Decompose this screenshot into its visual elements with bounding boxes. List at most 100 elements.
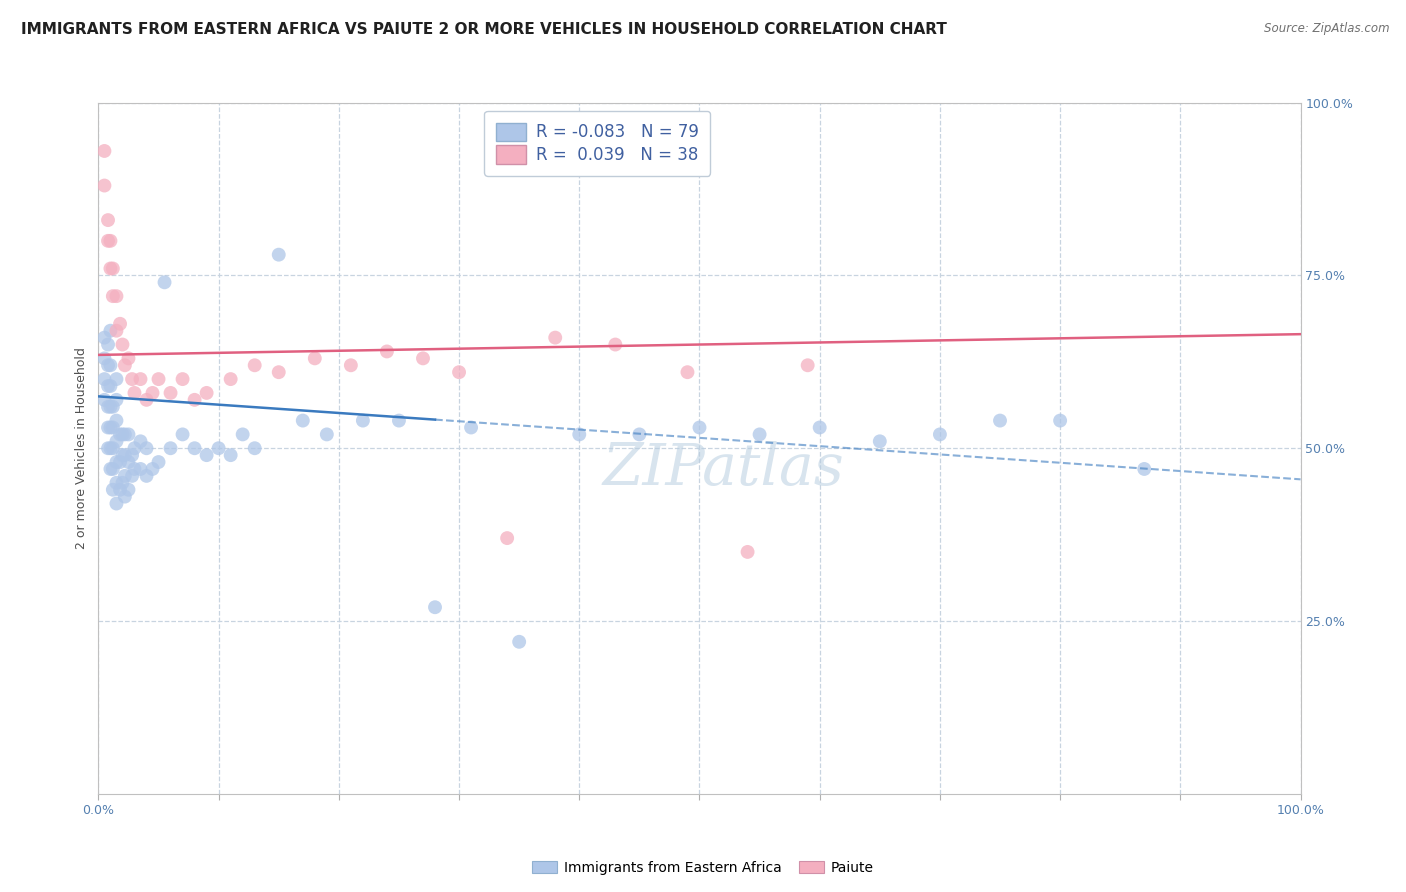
Point bbox=[105, 414, 128, 428]
Y-axis label: 2 or more Vehicles in Household: 2 or more Vehicles in Household bbox=[75, 347, 89, 549]
Point bbox=[100, 234, 122, 248]
Point bbox=[105, 434, 128, 449]
Point bbox=[508, 635, 530, 649]
Point bbox=[114, 427, 136, 442]
Point bbox=[108, 427, 131, 442]
Point bbox=[93, 178, 115, 193]
Point bbox=[423, 600, 446, 615]
Point bbox=[148, 372, 170, 386]
Point bbox=[93, 351, 115, 366]
Point bbox=[101, 289, 124, 303]
Point bbox=[153, 275, 176, 289]
Point bbox=[97, 400, 120, 414]
Point bbox=[135, 392, 157, 407]
Point bbox=[129, 462, 152, 476]
Point bbox=[101, 442, 124, 455]
Point bbox=[121, 448, 143, 462]
Point bbox=[195, 386, 218, 401]
Point bbox=[388, 414, 411, 428]
Point bbox=[105, 475, 128, 490]
Point bbox=[101, 261, 124, 276]
Point bbox=[291, 414, 314, 428]
Point bbox=[105, 455, 128, 469]
Point bbox=[159, 386, 181, 401]
Point bbox=[100, 358, 122, 373]
Point bbox=[101, 462, 124, 476]
Point bbox=[105, 324, 128, 338]
Point bbox=[93, 392, 115, 407]
Point bbox=[100, 379, 122, 393]
Point bbox=[114, 358, 136, 373]
Point bbox=[737, 545, 759, 559]
Point bbox=[105, 289, 128, 303]
Point bbox=[544, 331, 567, 345]
Point bbox=[748, 427, 770, 442]
Point bbox=[232, 427, 254, 442]
Point bbox=[111, 337, 134, 351]
Point bbox=[375, 344, 398, 359]
Point bbox=[219, 372, 242, 386]
Point bbox=[111, 427, 134, 442]
Point bbox=[93, 331, 115, 345]
Point bbox=[114, 469, 136, 483]
Point bbox=[105, 392, 128, 407]
Point bbox=[93, 372, 115, 386]
Legend: R = -0.083   N = 79, R =  0.039   N = 38: R = -0.083 N = 79, R = 0.039 N = 38 bbox=[484, 111, 710, 176]
Point bbox=[172, 427, 194, 442]
Point bbox=[101, 483, 124, 497]
Point bbox=[124, 386, 146, 401]
Point bbox=[97, 358, 120, 373]
Point bbox=[97, 442, 120, 455]
Point bbox=[796, 358, 818, 373]
Point bbox=[121, 372, 143, 386]
Point bbox=[97, 213, 120, 227]
Point bbox=[304, 351, 326, 366]
Point bbox=[183, 392, 205, 407]
Point bbox=[352, 414, 374, 428]
Point bbox=[97, 234, 120, 248]
Point bbox=[267, 248, 290, 262]
Point bbox=[114, 490, 136, 504]
Point bbox=[1049, 414, 1071, 428]
Point bbox=[111, 475, 134, 490]
Point bbox=[412, 351, 434, 366]
Point bbox=[243, 442, 266, 455]
Point bbox=[117, 455, 139, 469]
Point bbox=[97, 379, 120, 393]
Point bbox=[208, 442, 231, 455]
Point bbox=[135, 469, 157, 483]
Point bbox=[100, 442, 122, 455]
Point bbox=[101, 420, 124, 434]
Point bbox=[689, 420, 711, 434]
Point bbox=[121, 469, 143, 483]
Point bbox=[568, 427, 591, 442]
Point bbox=[141, 462, 163, 476]
Point bbox=[100, 400, 122, 414]
Point bbox=[129, 372, 152, 386]
Point bbox=[108, 483, 131, 497]
Point bbox=[117, 351, 139, 366]
Point bbox=[988, 414, 1011, 428]
Point bbox=[183, 442, 205, 455]
Point bbox=[141, 386, 163, 401]
Point bbox=[101, 400, 124, 414]
Point bbox=[129, 434, 152, 449]
Point bbox=[808, 420, 831, 434]
Point bbox=[100, 324, 122, 338]
Text: ZIPatlas: ZIPatlas bbox=[603, 441, 845, 497]
Point bbox=[105, 372, 128, 386]
Point bbox=[195, 448, 218, 462]
Point bbox=[605, 337, 627, 351]
Point bbox=[108, 317, 131, 331]
Point bbox=[219, 448, 242, 462]
Point bbox=[93, 144, 115, 158]
Point bbox=[496, 531, 519, 545]
Point bbox=[100, 420, 122, 434]
Point bbox=[172, 372, 194, 386]
Point bbox=[869, 434, 891, 449]
Point bbox=[117, 483, 139, 497]
Point bbox=[108, 455, 131, 469]
Point bbox=[628, 427, 651, 442]
Point bbox=[315, 427, 337, 442]
Point bbox=[117, 427, 139, 442]
